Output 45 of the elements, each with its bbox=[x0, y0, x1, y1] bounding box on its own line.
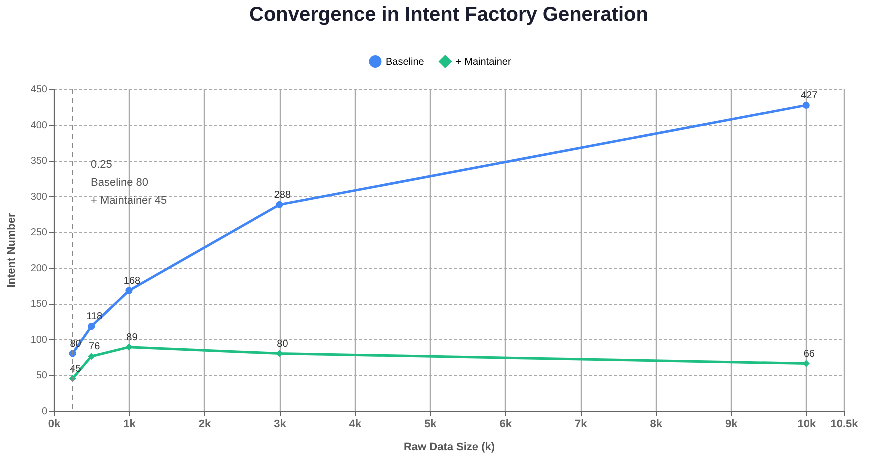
y-tick-label: 350 bbox=[30, 156, 48, 168]
data-label: 427 bbox=[801, 90, 818, 102]
y-tick-label: 0 bbox=[42, 406, 48, 418]
x-tick-label: 4k bbox=[349, 418, 362, 430]
point bbox=[88, 353, 96, 360]
y-axis-title: Intent Number bbox=[6, 212, 18, 288]
x-tick-label: 9k bbox=[726, 418, 739, 430]
y-tick-label: 100 bbox=[30, 334, 48, 346]
legend-label: Baseline bbox=[386, 56, 425, 68]
point bbox=[276, 350, 284, 358]
x-tick-label: 6k bbox=[500, 418, 513, 430]
x-tick-label: 5k bbox=[424, 418, 438, 430]
data-label: 80 bbox=[277, 338, 289, 350]
point bbox=[126, 344, 133, 351]
y-tick-label: 150 bbox=[30, 299, 48, 310]
annotation: Baseline 80 bbox=[91, 177, 148, 189]
point bbox=[802, 360, 810, 368]
y-tick-label: 250 bbox=[30, 228, 48, 239]
x-tick-label: 3k bbox=[274, 418, 288, 430]
x-tick-label: 2k bbox=[198, 418, 212, 430]
annotation: + Maintainer 45 bbox=[91, 195, 168, 207]
data-label: 89 bbox=[126, 332, 138, 344]
data-label: 76 bbox=[89, 342, 101, 353]
data-label: 288 bbox=[274, 190, 292, 201]
x-tick-label: 10.5k bbox=[830, 418, 860, 430]
x-tick-label: 1k bbox=[124, 418, 137, 430]
x-tick-label: 7k bbox=[575, 418, 588, 430]
point bbox=[802, 102, 810, 109]
y-tick-label: 50 bbox=[36, 370, 48, 382]
y-tick-label: 450 bbox=[30, 84, 48, 96]
data-label: 66 bbox=[804, 348, 816, 360]
point bbox=[276, 201, 284, 208]
chart-title: Convergence in Intent Factory Generation bbox=[250, 4, 648, 26]
point bbox=[126, 287, 133, 294]
y-tick-label: 400 bbox=[30, 120, 48, 132]
x-tick-label: 8k bbox=[650, 418, 664, 430]
annotation: 0.25 bbox=[91, 159, 112, 171]
point bbox=[88, 323, 96, 330]
y-tick-label: 300 bbox=[30, 192, 48, 203]
y-tick-label: 200 bbox=[30, 263, 48, 274]
data-label: 168 bbox=[124, 276, 142, 287]
legend-label: + Maintainer bbox=[456, 56, 512, 68]
x-tick-label: 10k bbox=[798, 418, 817, 430]
x-axis-title: Raw Data Size (k) bbox=[404, 442, 496, 454]
x-tick-label: 0k bbox=[48, 418, 62, 430]
